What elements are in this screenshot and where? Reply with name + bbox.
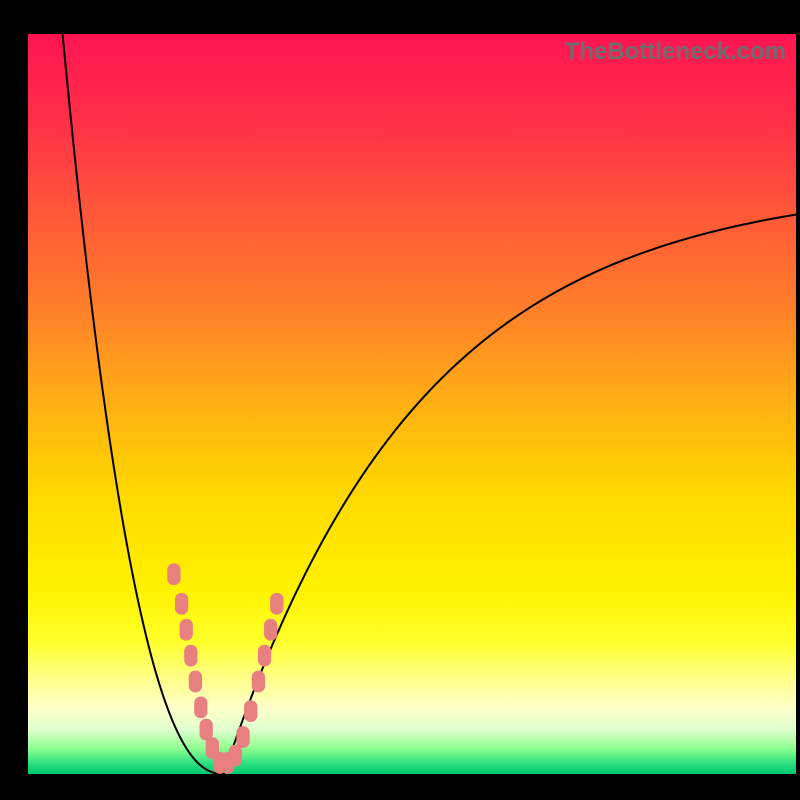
plot-svg — [28, 34, 796, 774]
data-point — [189, 671, 202, 693]
data-point — [258, 645, 271, 667]
data-point — [264, 619, 277, 641]
watermark-label: TheBottleneck.com — [565, 38, 786, 66]
data-point — [252, 671, 265, 693]
gradient-background — [28, 34, 796, 774]
data-point — [229, 745, 242, 767]
data-point — [244, 700, 257, 722]
data-point — [270, 593, 283, 615]
data-point — [167, 563, 180, 585]
data-point — [175, 593, 188, 615]
plot-area: TheBottleneck.com — [28, 34, 796, 774]
data-point — [184, 645, 197, 667]
data-point — [180, 619, 193, 641]
data-point — [200, 719, 213, 741]
data-point — [236, 726, 249, 748]
chart-outer-frame: TheBottleneck.com — [0, 0, 800, 800]
data-point — [194, 697, 207, 719]
